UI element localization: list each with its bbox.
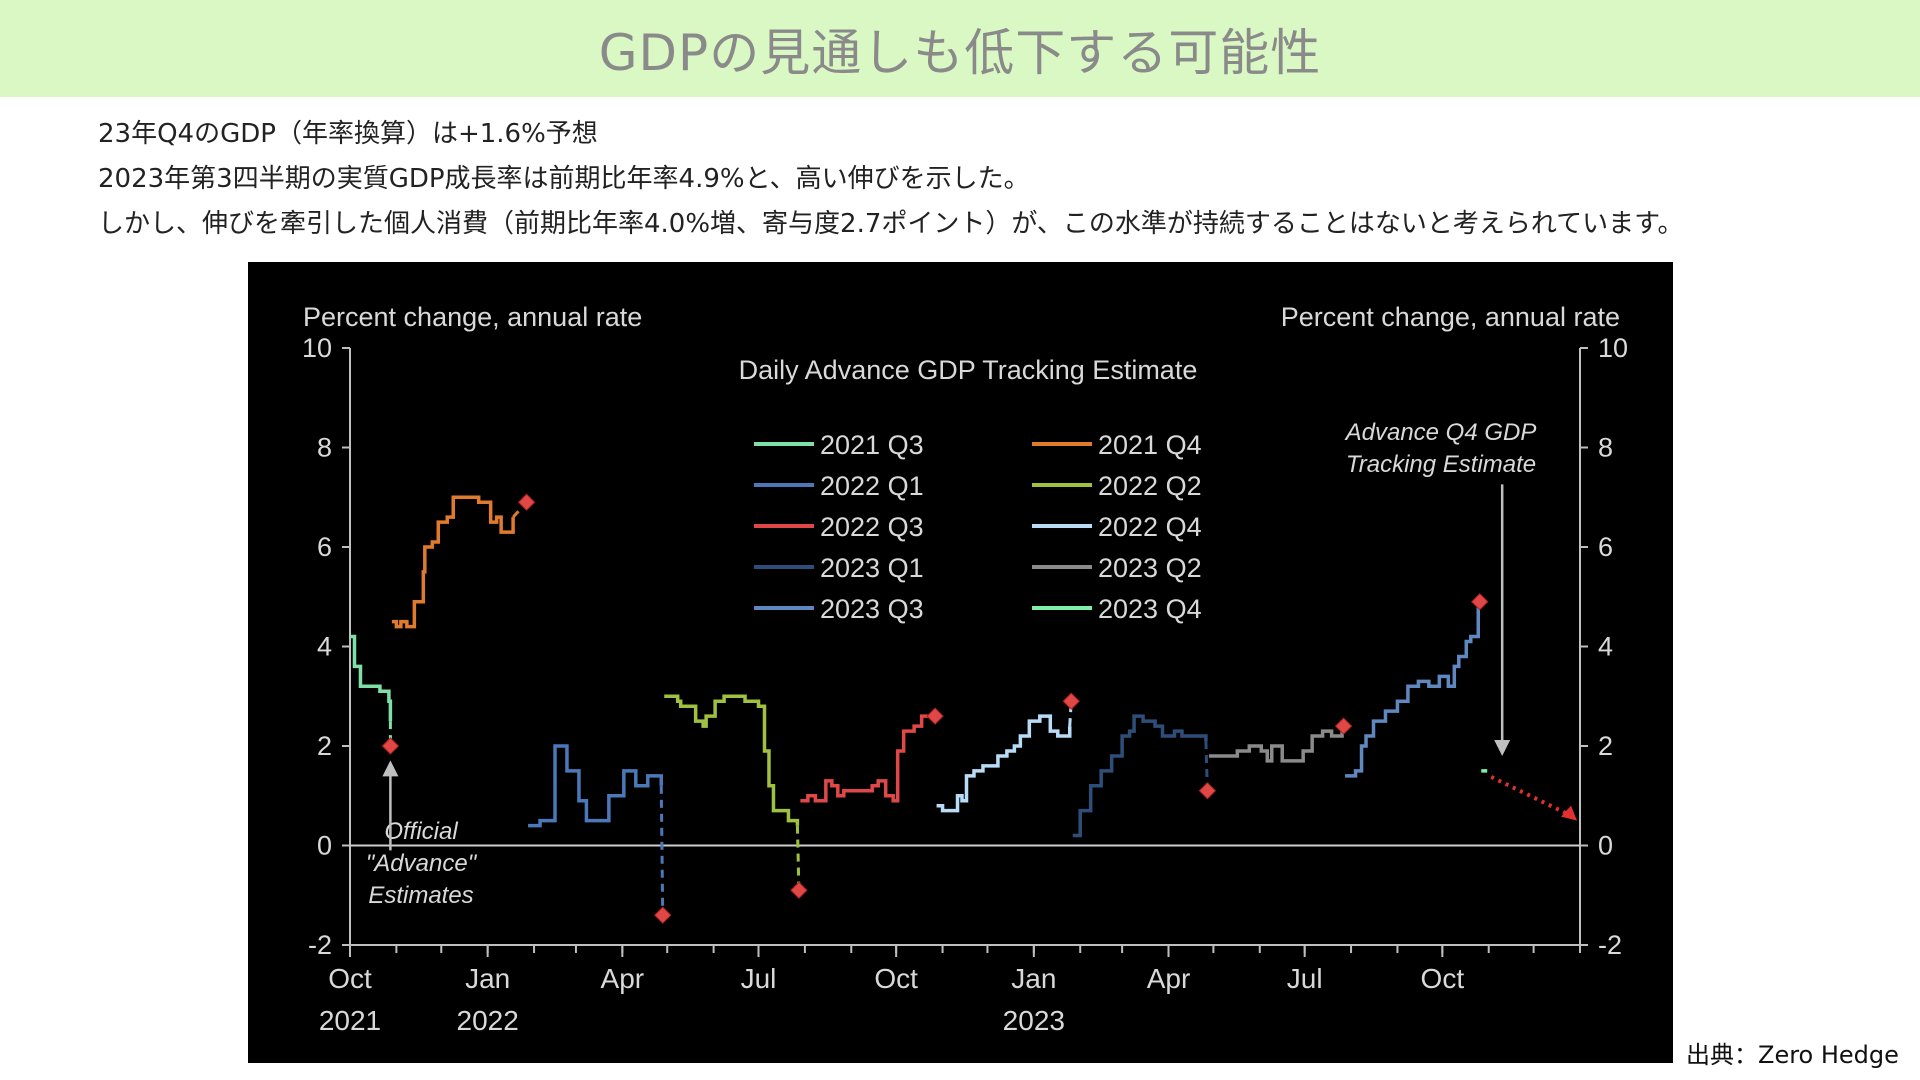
legend-label: 2023 Q2 [1098, 553, 1202, 583]
x-tick-label: Jul [1287, 963, 1323, 994]
left-y-tick-label: 6 [317, 532, 332, 562]
series-line [1345, 606, 1480, 778]
legend-label: 2021 Q4 [1098, 430, 1202, 460]
x-tick-label: Apr [1147, 963, 1191, 994]
page-title: GDPの見通しも低下する可能性 [598, 23, 1322, 82]
left-y-tick-label: 0 [317, 831, 332, 861]
annotation-tracking-line-2: Tracking Estimate [1346, 451, 1536, 478]
series-line [1072, 714, 1208, 838]
advance-estimate-marker [1471, 593, 1489, 611]
official-arrow-head [382, 760, 399, 777]
description-line-1: 23年Q4のGDP（年率換算）は+1.6%予想 [98, 119, 598, 149]
annotation-official-line-1: Official [384, 818, 458, 845]
advance-estimate-marker [1198, 782, 1217, 800]
right-y-tick-label: -2 [1598, 930, 1622, 960]
legend-label: 2023 Q1 [820, 553, 924, 583]
x-tick-label: Apr [601, 963, 645, 994]
chart-title: Daily Advance GDP Tracking Estimate [739, 355, 1198, 385]
x-tick-label: Oct [1421, 963, 1465, 994]
tracking-arrow-head [1494, 740, 1511, 756]
advance-estimate-marker [517, 493, 536, 511]
advance-estimate-marker [1062, 692, 1080, 710]
legend-label: 2021 Q3 [820, 430, 924, 460]
x-tick-label: Jul [741, 963, 777, 994]
source-credit: 出典：Zero Hedge [1686, 1041, 1899, 1069]
series-line [528, 744, 663, 828]
x-tick-label: Oct [328, 963, 372, 994]
series-line [391, 495, 515, 629]
series-line [664, 694, 800, 826]
annotation-official-line-2: "Advance" [366, 850, 478, 877]
left-y-tick-label: 10 [302, 333, 332, 363]
series-line [1208, 726, 1344, 763]
legend-label: 2022 Q4 [1098, 512, 1202, 542]
series-line [800, 714, 934, 803]
series-line [350, 634, 393, 722]
x-year-label: 2021 [319, 1005, 381, 1036]
projection-arrow-head [1561, 805, 1578, 821]
left-axis-label: Percent change, annual rate [303, 302, 642, 332]
chart-svg: Percent change, annual rate Percent chan… [302, 302, 1628, 1036]
advance-estimate-marker [654, 906, 672, 924]
projection-arrow-shaft [1490, 775, 1572, 818]
series-line [936, 714, 1072, 813]
left-y-tick-label: -2 [308, 930, 332, 960]
right-y-tick-label: 6 [1598, 532, 1613, 562]
legend-label: 2022 Q1 [820, 471, 924, 501]
right-axis-label: Percent change, annual rate [1281, 302, 1620, 332]
description-text: 23年Q4のGDP（年率換算）は+1.6%予想 2023年第3四半期の実質GDP… [98, 112, 1913, 247]
description-line-2: 2023年第3四半期の実質GDP成長率は前期比年率4.9%と、高い伸びを示した。 [98, 164, 1030, 194]
legend-label: 2023 Q3 [820, 594, 924, 624]
legend-label: 2023 Q4 [1098, 594, 1202, 624]
advance-estimate-marker [790, 881, 808, 899]
x-tick-label: Jan [465, 963, 510, 994]
x-year-label: 2022 [457, 1005, 519, 1036]
right-y-tick-label: 0 [1598, 831, 1613, 861]
left-y-tick-label: 2 [317, 731, 332, 761]
right-y-tick-label: 4 [1598, 632, 1613, 662]
gdp-tracking-chart: Percent change, annual rate Percent chan… [248, 262, 1673, 1063]
left-y-tick-label: 4 [317, 632, 332, 662]
annotation-official-line-3: Estimates [368, 882, 473, 909]
advance-estimate-marker [926, 707, 944, 725]
advance-estimate-marker [381, 737, 400, 755]
right-y-tick-label: 8 [1598, 433, 1613, 463]
x-year-label: 2023 [1003, 1005, 1065, 1036]
description-line-3: しかし、伸びを牽引した個人消費（前期比年率4.0%増、寄与度2.7ポイント）が、… [98, 209, 1684, 239]
x-tick-label: Oct [874, 963, 918, 994]
advance-drop-line [659, 785, 665, 916]
legend-label: 2022 Q2 [1098, 471, 1202, 501]
left-y-tick-label: 8 [317, 433, 332, 463]
title-banner: GDPの見通しも低下する可能性 [0, 0, 1920, 97]
legend-label: 2022 Q3 [820, 512, 924, 542]
annotation-tracking-line-1: Advance Q4 GDP [1344, 419, 1537, 446]
right-y-tick-label: 2 [1598, 731, 1613, 761]
advance-drop-line [795, 825, 801, 891]
advance-estimate-marker [1334, 717, 1353, 735]
x-tick-label: Jan [1011, 963, 1056, 994]
right-y-tick-label: 10 [1598, 333, 1628, 363]
